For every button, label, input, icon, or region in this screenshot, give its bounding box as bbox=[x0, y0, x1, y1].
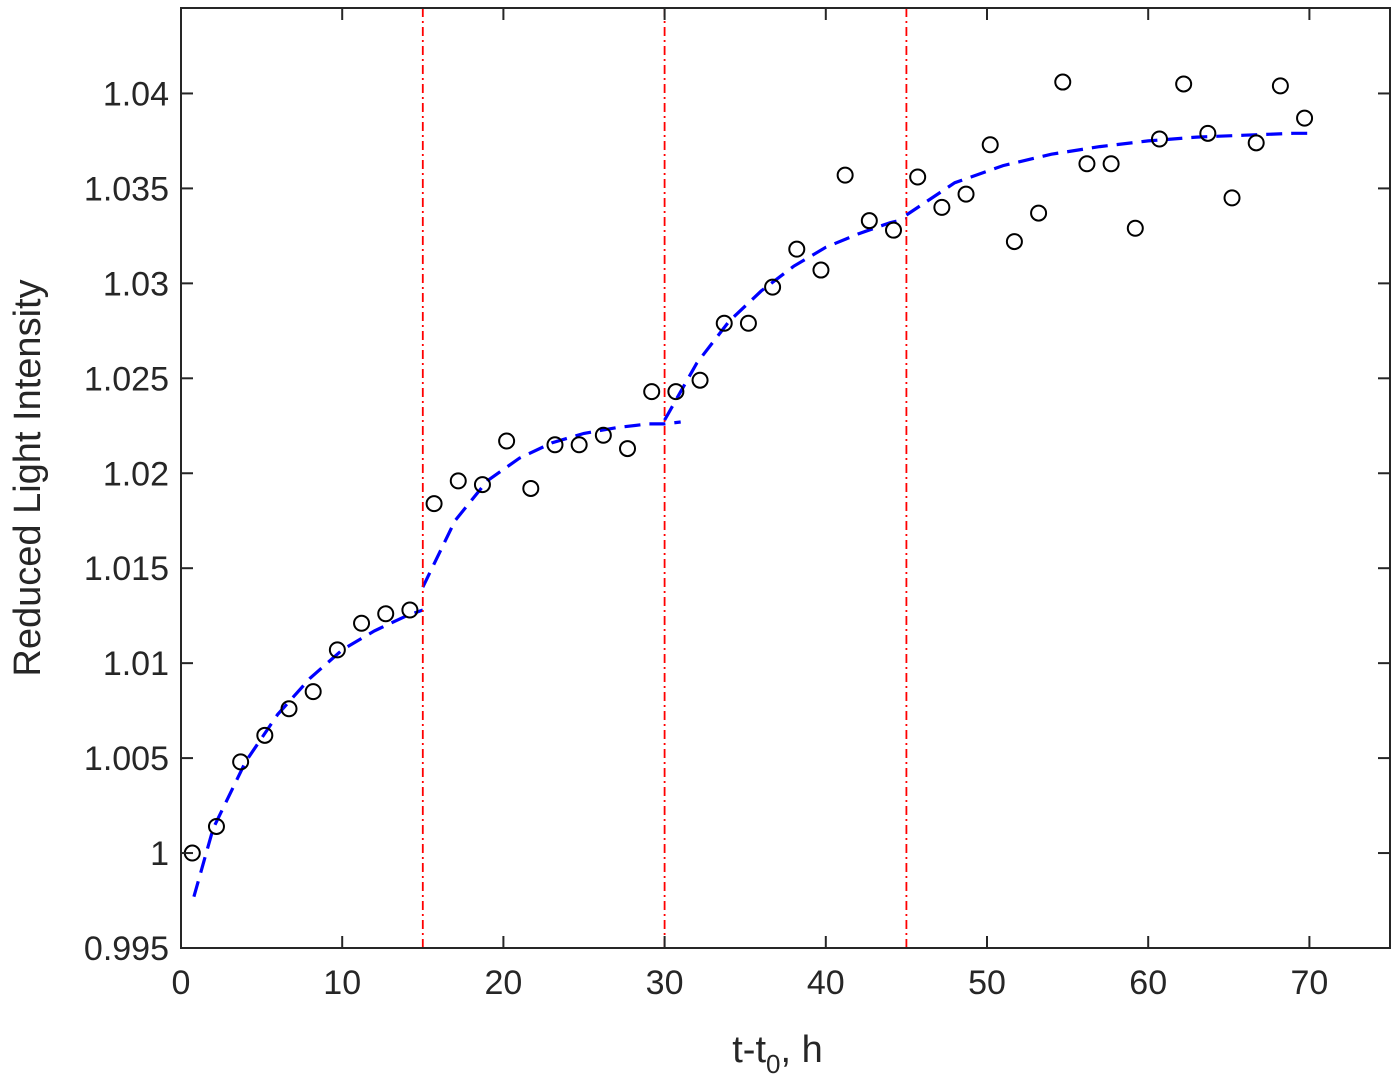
data-point bbox=[353, 614, 371, 632]
data-point bbox=[1223, 189, 1241, 207]
data-point bbox=[1175, 75, 1193, 93]
y-tick-label: 1 bbox=[150, 835, 169, 873]
data-point bbox=[691, 371, 709, 389]
data-point bbox=[933, 198, 951, 216]
data-point bbox=[546, 436, 564, 454]
data-point bbox=[860, 212, 878, 230]
y-tick-label: 1.015 bbox=[84, 550, 169, 588]
x-axis-label: t-t0, h bbox=[732, 1029, 823, 1079]
y-tick-label: 1.02 bbox=[103, 455, 169, 493]
fit-curve-segment bbox=[192, 608, 424, 898]
data-point bbox=[256, 726, 274, 744]
data-point bbox=[667, 383, 685, 401]
fit-curve-segment bbox=[905, 131, 1310, 217]
data-point bbox=[280, 700, 298, 718]
data-point bbox=[788, 240, 806, 258]
data-point bbox=[1102, 155, 1120, 173]
y-axis-label: Reduced Light Intensity bbox=[7, 279, 49, 676]
x-tick-label: 30 bbox=[646, 964, 684, 1002]
x-tick-label: 0 bbox=[172, 964, 191, 1002]
data-point bbox=[425, 495, 443, 513]
data-point bbox=[1126, 219, 1144, 237]
data-point bbox=[909, 168, 927, 186]
data-point bbox=[981, 136, 999, 154]
data-point bbox=[643, 383, 661, 401]
data-markers-layer bbox=[183, 73, 1314, 862]
y-tick-label: 1.005 bbox=[84, 740, 169, 778]
y-tick-label: 1.035 bbox=[84, 170, 169, 208]
data-point bbox=[232, 753, 250, 771]
data-point bbox=[304, 683, 322, 701]
data-point bbox=[836, 166, 854, 184]
fit-curve-segment bbox=[663, 217, 907, 421]
data-point bbox=[764, 278, 782, 296]
data-point bbox=[1296, 109, 1314, 127]
plot-frame bbox=[180, 7, 1391, 949]
ticks-layer: 0 10 20 30 40 50 60 70 0.995 1 1.005 1.01 1.015 1.02 1… bbox=[84, 8, 1390, 1002]
y-tick-label: 1.01 bbox=[103, 645, 169, 683]
fit-curve-layer bbox=[192, 131, 1310, 898]
x-tick-label: 10 bbox=[323, 964, 361, 1002]
data-point bbox=[715, 314, 733, 332]
x-tick-label: 40 bbox=[807, 964, 845, 1002]
x-axis-label-subscript: 0 bbox=[766, 1049, 780, 1079]
x-tick-label: 70 bbox=[1290, 964, 1328, 1002]
data-point bbox=[1030, 204, 1048, 222]
data-point bbox=[498, 432, 516, 450]
x-tick-label: 50 bbox=[968, 964, 1006, 1002]
vertical-lines-layer bbox=[421, 8, 908, 948]
y-tick-label: 1.03 bbox=[103, 265, 169, 303]
y-tick-label: 1.04 bbox=[103, 75, 169, 113]
y-tick-label: 1.025 bbox=[84, 360, 169, 398]
data-point bbox=[522, 479, 540, 497]
data-point bbox=[473, 476, 491, 494]
data-point bbox=[1005, 233, 1023, 251]
fit-curve-segment bbox=[421, 420, 681, 588]
data-point bbox=[1199, 124, 1217, 142]
data-point bbox=[957, 185, 975, 203]
x-axis-label-main: t-t bbox=[732, 1029, 766, 1071]
data-point bbox=[812, 261, 830, 279]
data-point bbox=[401, 601, 419, 619]
data-point bbox=[1247, 134, 1265, 152]
data-point bbox=[328, 641, 346, 659]
data-point bbox=[885, 221, 903, 239]
data-point bbox=[619, 440, 637, 458]
data-point bbox=[207, 817, 225, 835]
data-point bbox=[377, 605, 395, 623]
data-point bbox=[1078, 155, 1096, 173]
data-point bbox=[570, 436, 588, 454]
x-axis-label-suffix: , h bbox=[781, 1029, 823, 1071]
data-point bbox=[1054, 73, 1072, 91]
data-point bbox=[1271, 77, 1289, 95]
data-point bbox=[1150, 130, 1168, 148]
x-tick-label: 20 bbox=[484, 964, 522, 1002]
data-point bbox=[449, 472, 467, 490]
x-tick-label: 60 bbox=[1129, 964, 1167, 1002]
y-tick-label: 0.995 bbox=[84, 930, 169, 968]
data-point bbox=[594, 426, 612, 444]
data-point bbox=[739, 314, 757, 332]
